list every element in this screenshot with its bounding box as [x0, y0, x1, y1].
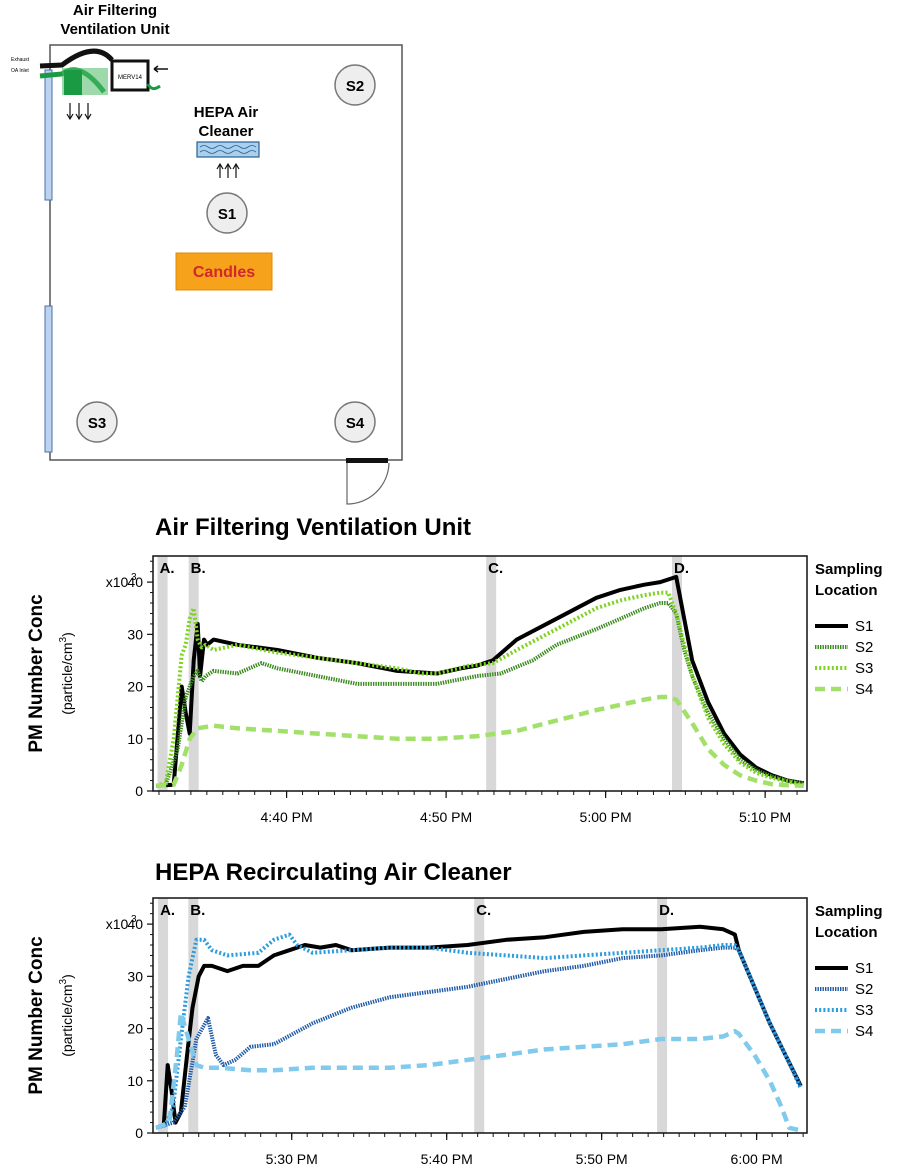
y-axis-unit: (particle/cm3): [58, 632, 75, 715]
sensor-s3-label: S3: [88, 415, 106, 432]
series-line-s1: [156, 574, 805, 788]
hepa-filter-icon: [199, 145, 257, 154]
sensor-s3: S3: [76, 401, 118, 443]
legend-title: Sampling: [815, 903, 883, 920]
x-tick-label: 5:40 PM: [421, 1151, 473, 1167]
x-tick-label: 6:00 PM: [731, 1151, 783, 1167]
hepa-label-line1: HEPA Air: [194, 104, 259, 121]
candles-label: Candles: [193, 264, 255, 281]
event-label: A.: [160, 560, 175, 577]
plot-frame: [152, 897, 808, 1134]
event-band: [486, 556, 497, 791]
x-tick-label: 5:10 PM: [739, 809, 791, 825]
sensor-s4: S4: [334, 401, 376, 443]
legend-label-s4: S4: [855, 1023, 873, 1040]
candles-box: [175, 252, 273, 291]
y-tick-label: 20: [127, 1021, 143, 1037]
event-band: [474, 898, 485, 1133]
y-multiplier-sup: 3: [131, 914, 137, 925]
legend-title: Sampling: [815, 561, 883, 578]
sensor-s2-label: S2: [346, 78, 364, 95]
floor-plan: Air Filtering Ventilation Unit MERV14 Ex…: [11, 2, 403, 505]
y-tick-label: 10: [127, 1073, 143, 1089]
legend-label-s1: S1: [855, 618, 873, 635]
exhaust-label: Exhaust: [11, 57, 30, 63]
sensor-s4-label: S4: [346, 415, 365, 432]
legend-title: Location: [815, 582, 878, 599]
plot-frame: [152, 555, 808, 792]
hepa-air-cleaner: [196, 141, 260, 158]
series-line-s3: [155, 932, 803, 1130]
x-tick-label: 5:50 PM: [576, 1151, 628, 1167]
supply-arrows-icon: [66, 103, 92, 121]
ventilation-unit: MERV14 Exhaust OA Inlet: [11, 48, 168, 121]
y-tick-label: 20: [127, 679, 143, 695]
event-label: B.: [191, 560, 206, 577]
door-swing: [346, 462, 390, 505]
y-axis-label: PM Number Conc: [26, 936, 47, 1095]
chart-air-filtering: Air Filtering Ventilation Unit A. B. C. D. 0 1…: [26, 514, 883, 825]
y-tick-label: 10: [127, 731, 143, 747]
series-line-s3: [155, 590, 805, 788]
chart-hepa: HEPA Recirculating Air Cleaner A. B. C. D. 0 1…: [26, 859, 883, 1167]
event-label: A.: [160, 902, 175, 919]
series-line-s4: [155, 1010, 802, 1133]
x-tick-label: 5:00 PM: [580, 809, 632, 825]
sensor-s2: S2: [334, 64, 376, 106]
series-line-s2: [155, 945, 803, 1130]
series-line-s2: [155, 601, 805, 788]
window-upper: [44, 69, 53, 201]
legend-label-s3: S3: [855, 660, 873, 677]
y-multiplier-sup: 3: [131, 572, 137, 583]
event-band: [671, 556, 682, 791]
window-lower: [44, 305, 53, 453]
event-label: C.: [488, 560, 503, 577]
y-multiplier-label: x10: [106, 916, 129, 932]
y-axis-unit: (particle/cm3): [58, 974, 75, 1057]
chart-title: HEPA Recirculating Air Cleaner: [155, 859, 512, 886]
event-label: C.: [476, 902, 491, 919]
unit-fan-box: [64, 70, 82, 95]
legend-label-s4: S4: [855, 681, 873, 698]
y-tick-label: 0: [135, 783, 143, 799]
event-band: [158, 898, 169, 1133]
return-duct: [146, 83, 161, 91]
oa-inlet-label: OA Inlet: [11, 68, 29, 74]
merv-label: MERV14: [118, 75, 143, 81]
chart-title: Air Filtering Ventilation Unit: [155, 514, 471, 541]
door-frame: [346, 458, 388, 463]
x-tick-label: 4:40 PM: [261, 809, 313, 825]
event-label: D.: [659, 902, 674, 919]
exhaust-duct: [39, 48, 114, 69]
y-tick-label: 40: [127, 574, 143, 590]
hepa-intake-arrows-icon: [216, 162, 240, 178]
legend-label-s1: S1: [855, 960, 873, 977]
event-band: [657, 898, 668, 1133]
event-band: [157, 556, 168, 791]
sensor-s1-label: S1: [218, 206, 236, 223]
y-tick-label: 0: [135, 1125, 143, 1141]
return-arrow-icon: [153, 65, 168, 73]
event-label: D.: [674, 560, 689, 577]
legend-label-s2: S2: [855, 639, 873, 656]
legend-label-s3: S3: [855, 1002, 873, 1019]
hepa-label-line2: Cleaner: [198, 123, 253, 140]
y-tick-label: 40: [127, 916, 143, 932]
merv-filter-box: [110, 59, 150, 92]
unit-title-line2: Ventilation Unit: [60, 21, 169, 38]
x-tick-label: 5:30 PM: [266, 1151, 318, 1167]
legend-label-s2: S2: [855, 981, 873, 998]
y-tick-label: 30: [127, 968, 143, 984]
y-tick-label: 30: [127, 626, 143, 642]
series-line-s1: [155, 924, 803, 1130]
sensor-s1: S1: [206, 192, 248, 234]
unit-title-line1: Air Filtering: [73, 2, 157, 19]
y-axis-label: PM Number Conc: [26, 594, 47, 753]
x-tick-label: 4:50 PM: [420, 809, 472, 825]
series-line-s4: [156, 694, 804, 789]
event-label: B.: [190, 902, 205, 919]
legend-title: Location: [815, 924, 878, 941]
y-multiplier-label: x10: [106, 574, 129, 590]
